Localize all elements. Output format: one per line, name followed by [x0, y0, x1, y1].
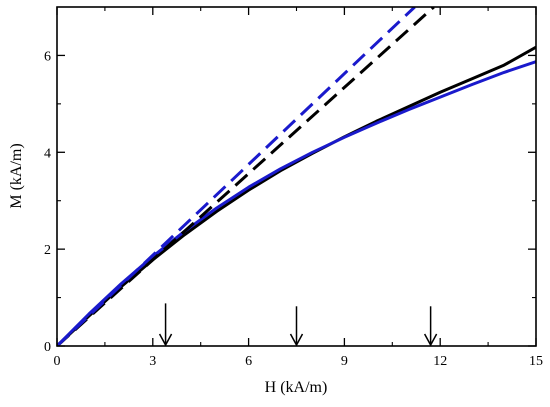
x-tick-label: 6	[245, 354, 252, 369]
series-line-2-solid	[57, 60, 536, 346]
series-layer	[57, 7, 536, 346]
x-axis-label: H (kA/m)	[265, 379, 328, 396]
y-tick-label: 4	[44, 146, 51, 161]
plot-frame	[56, 6, 537, 347]
tick-layer: 0 3 6 9 12 15 0 2 4 6	[44, 7, 543, 369]
down-arrow-1	[158, 303, 173, 347]
x-tick-label: 9	[341, 354, 348, 369]
down-arrow-3	[423, 306, 438, 347]
y-axis-label: M (kA/m)	[8, 143, 25, 208]
series-line-3-dashed	[57, 7, 435, 346]
down-arrow-2	[289, 306, 304, 347]
series-line-4-dashed	[57, 7, 416, 346]
x-tick-label: 15	[529, 354, 543, 369]
x-tick-label: 3	[149, 354, 156, 369]
y-tick-label: 6	[44, 49, 51, 64]
x-tick-label: 0	[54, 354, 61, 369]
y-tick-label: 0	[44, 340, 51, 355]
x-tick-label: 12	[433, 354, 447, 369]
y-tick-label: 2	[44, 243, 51, 258]
annotation-layer	[158, 303, 438, 347]
series-line-1-solid	[57, 45, 536, 346]
